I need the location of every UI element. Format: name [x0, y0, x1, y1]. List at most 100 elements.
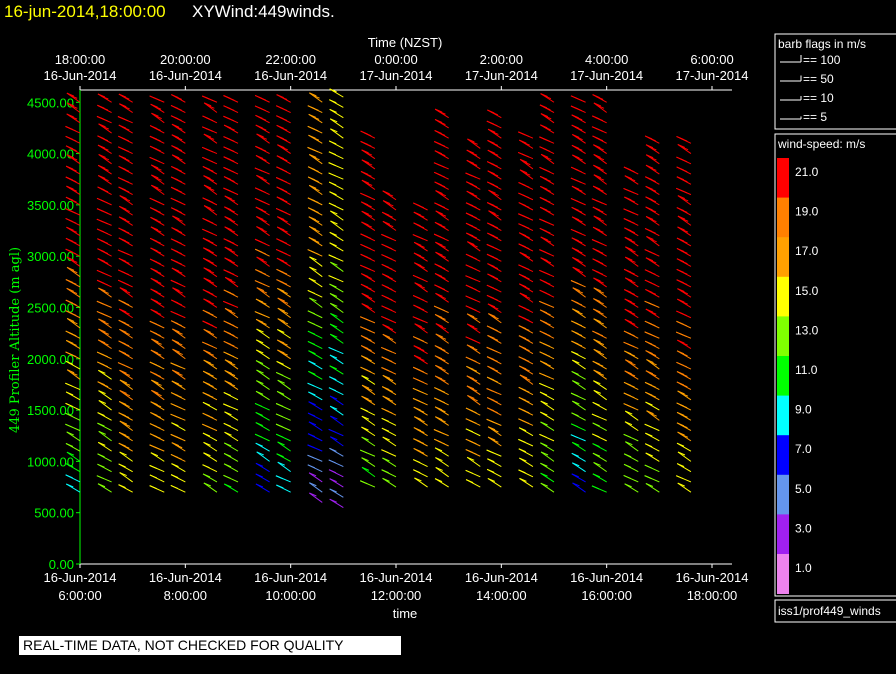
wind-barb: [540, 400, 555, 411]
legend-dataset-label: iss1/prof449_winds: [778, 604, 881, 618]
wind-barb: [66, 113, 81, 124]
wind-barb: [329, 108, 344, 119]
speed-scale-label: 9.0: [795, 403, 812, 417]
wind-barb: [571, 237, 586, 247]
wind-barb: [65, 299, 81, 308]
wind-barb: [359, 316, 376, 324]
wind-barb: [308, 370, 323, 380]
wind-barb: [202, 156, 218, 165]
wind-barb: [486, 388, 502, 396]
wind-barb: [518, 438, 534, 447]
wind-barb: [623, 381, 639, 391]
wind-barb: [486, 396, 502, 406]
speed-color-swatch: [777, 158, 789, 198]
wind-barb: [118, 308, 133, 319]
wind-barb: [98, 318, 112, 329]
wind-barb: [624, 289, 639, 298]
wind-barb: [328, 469, 344, 478]
wind-barb: [623, 208, 639, 216]
wind-barb: [412, 274, 428, 283]
wind-barb: [330, 312, 344, 324]
wind-barb: [149, 433, 165, 442]
wind-barb: [592, 443, 607, 452]
wind-barb: [223, 474, 239, 483]
wind-barb: [276, 238, 291, 247]
wind-barb: [118, 463, 133, 473]
wind-barb: [518, 232, 534, 242]
wind-barb: [223, 483, 239, 493]
wind-barb: [465, 356, 481, 365]
wind-barb: [677, 143, 692, 154]
wind-barb: [518, 264, 534, 273]
y-tick-label: 3000.00: [27, 249, 74, 264]
wind-barb: [360, 335, 376, 344]
bottom-tick-date: 16-Jun-2014: [570, 570, 643, 585]
wind-barb: [203, 441, 218, 452]
wind-barb: [644, 135, 660, 144]
wind-barb: [570, 95, 586, 103]
wind-barb: [223, 238, 239, 247]
wind-barb: [487, 426, 502, 437]
wind-barb: [571, 340, 586, 349]
wind-barb: [540, 462, 555, 473]
wind-barb: [329, 436, 344, 447]
wind-barb: [256, 133, 270, 144]
legend-flags-title: barb flags in m/s: [778, 37, 866, 51]
wind-barb: [518, 427, 534, 437]
wind-barb: [203, 482, 218, 493]
wind-barb: [275, 105, 291, 113]
wind-barb: [572, 266, 586, 278]
wind-barb: [65, 248, 81, 257]
wind-barb: [150, 452, 165, 462]
wind-barb: [275, 208, 291, 216]
wind-barb: [381, 211, 397, 221]
wind-barb: [677, 215, 692, 226]
wind-barb: [254, 311, 270, 319]
wind-barb: [118, 257, 133, 267]
wind-barb: [414, 477, 428, 488]
wind-barb: [96, 310, 112, 319]
wind-barb: [676, 258, 692, 267]
wind-barb: [170, 413, 186, 421]
wind-barb: [307, 166, 323, 175]
wind-barb: [466, 190, 481, 201]
y-tick-label: 500.00: [34, 506, 74, 521]
wind-barb: [255, 298, 270, 308]
wind-barb: [540, 472, 555, 483]
wind-barb: [118, 186, 133, 196]
wind-barb: [150, 277, 165, 288]
wind-barb: [65, 483, 81, 493]
wind-barb: [361, 466, 376, 478]
wind-barb: [625, 441, 639, 452]
wind-barb: [203, 452, 218, 462]
wind-barb: [275, 403, 291, 411]
wind-barb: [644, 249, 660, 257]
speed-color-swatch: [777, 356, 789, 396]
wind-barb: [570, 434, 586, 442]
wind-barb: [118, 400, 133, 411]
wind-barb: [223, 269, 239, 278]
wind-barb: [203, 247, 218, 257]
wind-barb: [539, 175, 555, 185]
wind-barb: [66, 185, 81, 196]
wind-barb: [592, 452, 607, 462]
wind-barb: [65, 423, 81, 432]
wind-barb: [65, 351, 81, 360]
wind-barb: [412, 336, 428, 344]
wind-barb: [645, 185, 660, 196]
wind-barb: [96, 269, 112, 278]
wind-barb: [518, 192, 534, 201]
wind-barb: [275, 413, 291, 421]
wind-barb: [359, 449, 376, 457]
wind-barb: [223, 422, 239, 432]
wind-barb: [539, 341, 555, 349]
wind-barb: [539, 136, 555, 144]
wind-barb: [382, 190, 397, 201]
wind-barb: [487, 365, 502, 375]
wind-barb: [676, 247, 692, 257]
wind-barb: [276, 94, 291, 103]
wind-barb: [592, 185, 607, 196]
wind-barb: [382, 457, 397, 467]
wind-barb: [539, 289, 555, 298]
wind-barb: [149, 156, 165, 165]
